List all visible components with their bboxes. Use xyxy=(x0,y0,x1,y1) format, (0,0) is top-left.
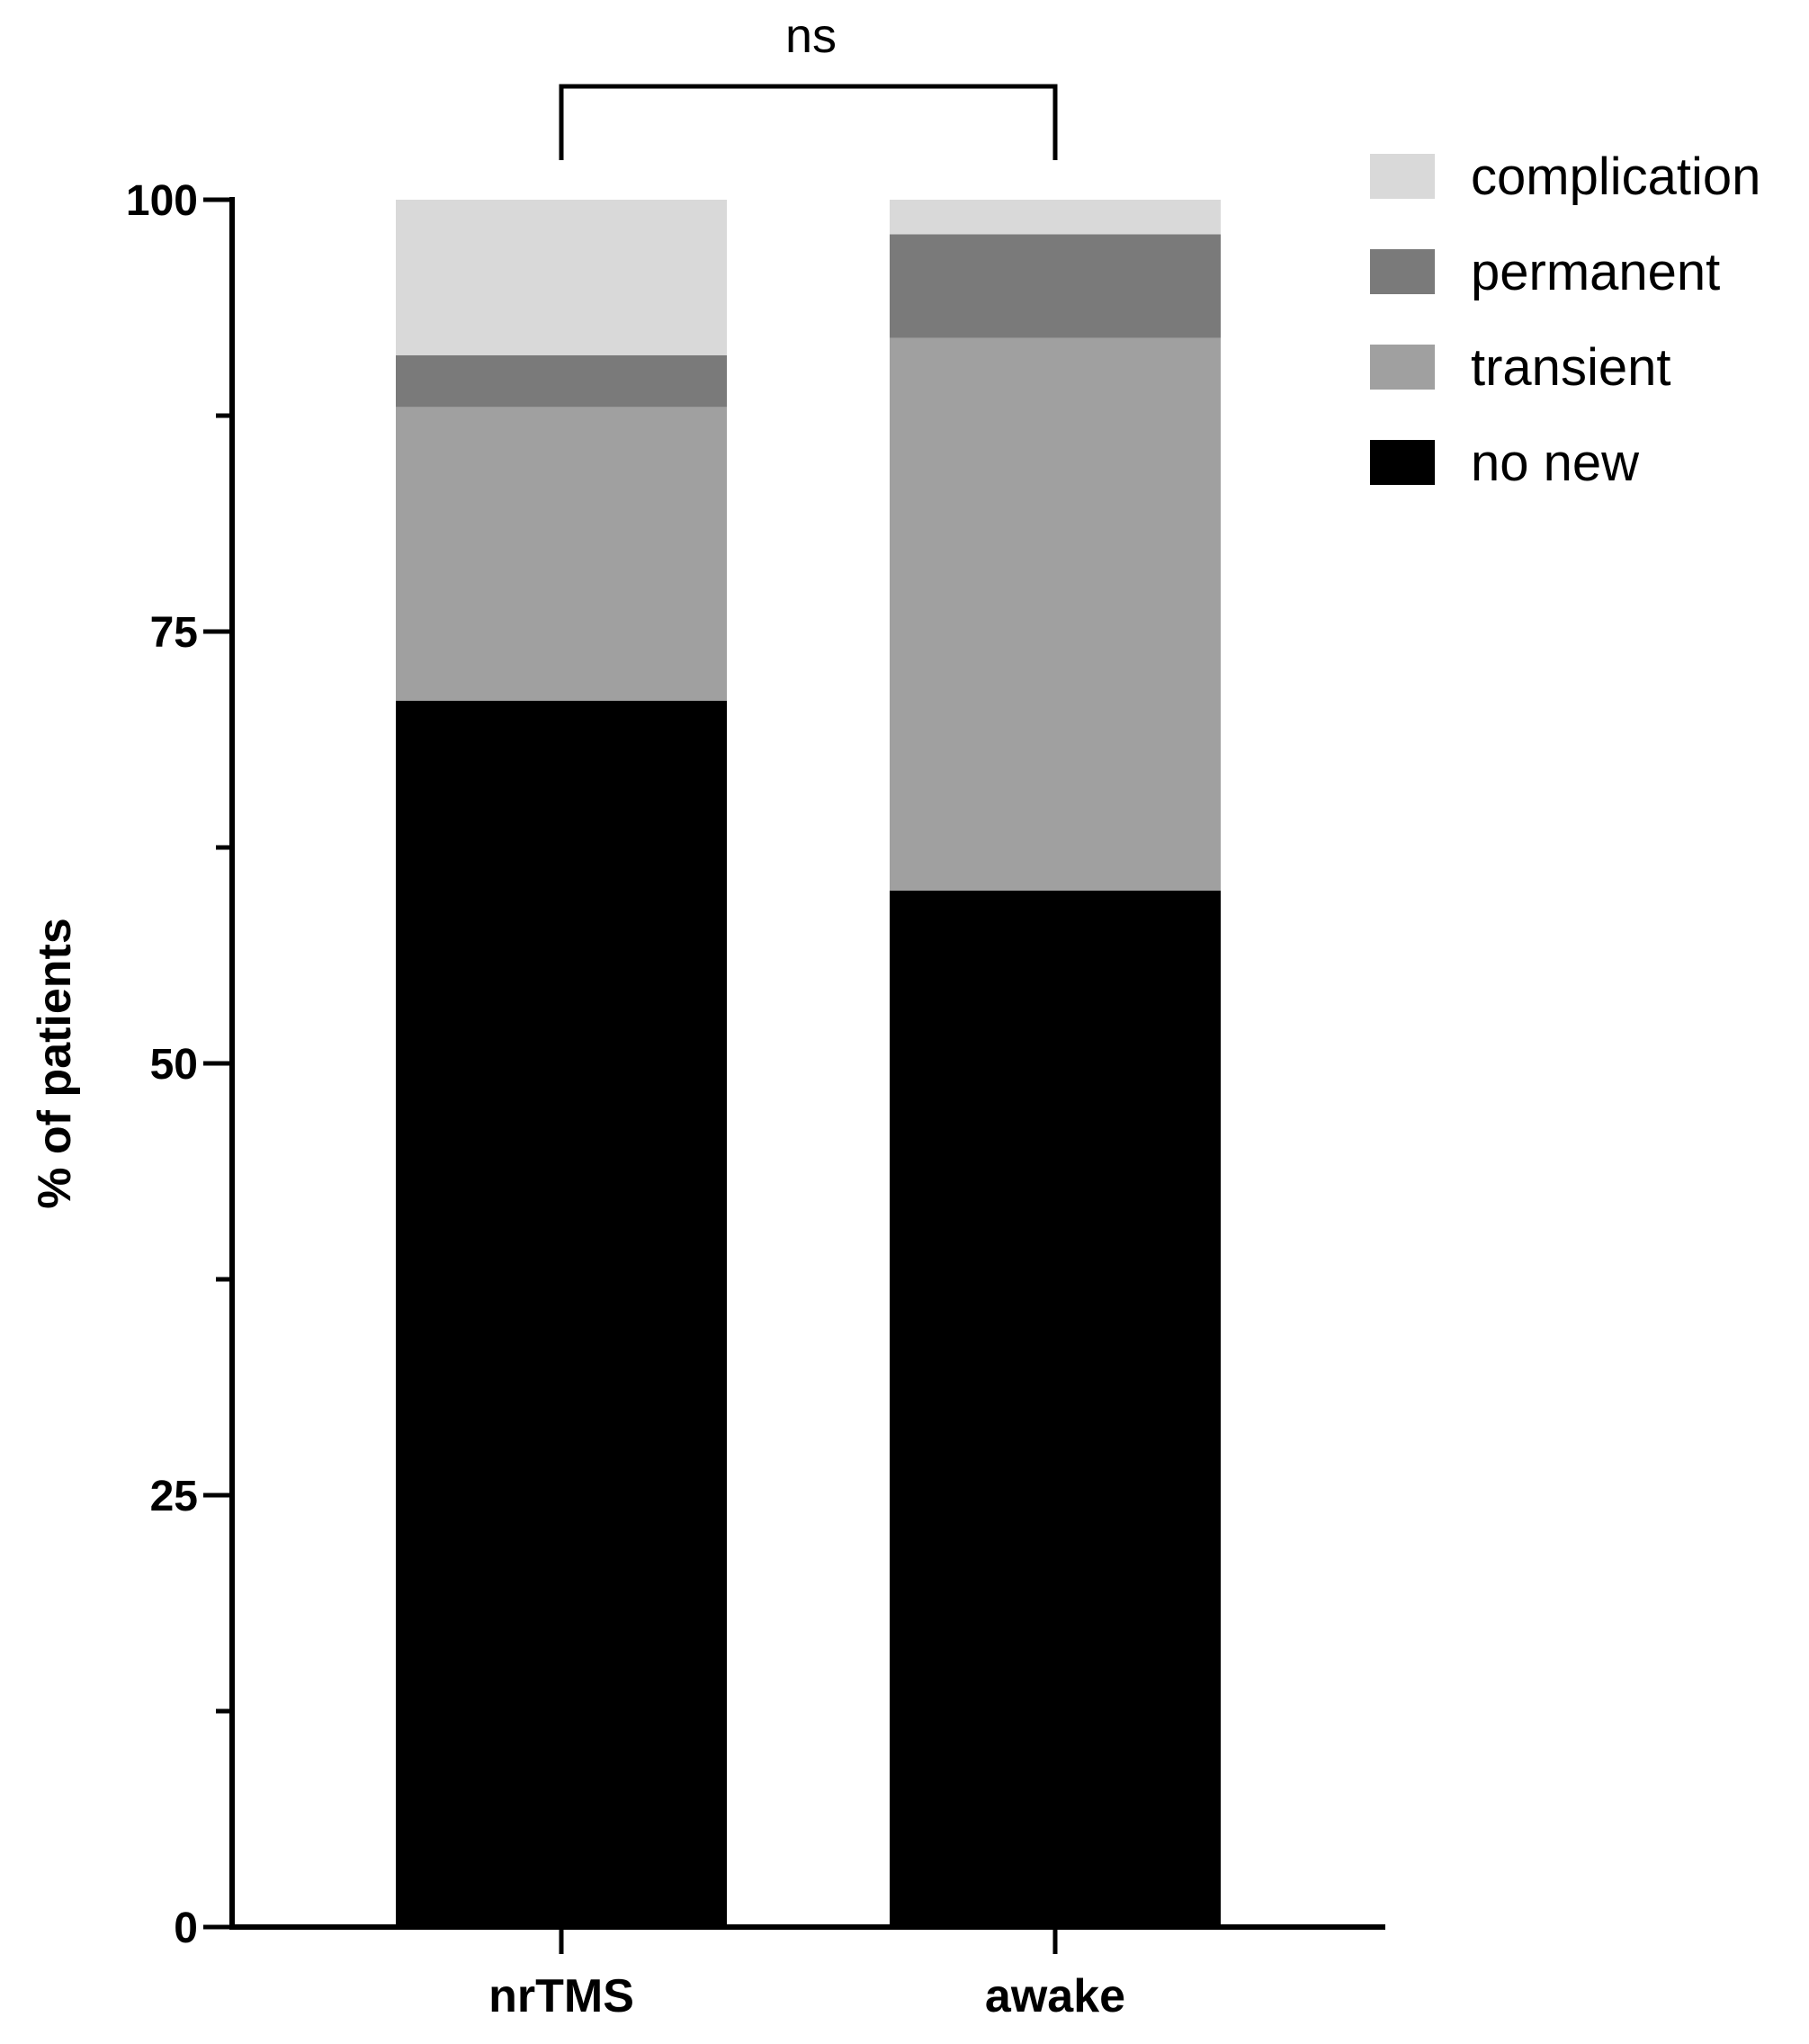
y-ticks-layer: 0 25 50 75 100 xyxy=(126,177,232,1952)
bar-segment-awake-transient xyxy=(890,337,1221,892)
y-tick-label-100: 100 xyxy=(126,177,198,225)
y-tick-label-75: 75 xyxy=(150,609,198,657)
legend-swatch-no-new xyxy=(1370,440,1435,485)
bar-segment-nrtms-no-new xyxy=(396,700,727,1927)
legend-label-transient: transient xyxy=(1471,338,1670,397)
legend-swatch-complication xyxy=(1370,154,1435,199)
bar-segment-awake-complication xyxy=(890,200,1221,235)
significance-label: ns xyxy=(785,9,837,63)
bar-segment-nrtms-complication xyxy=(396,200,727,355)
y-tick-label-25: 25 xyxy=(150,1473,198,1520)
y-tick-label-50: 50 xyxy=(150,1041,198,1089)
y-axis-title: % of patients xyxy=(29,918,81,1209)
legend: complication permanent transient no new xyxy=(1370,148,1760,492)
bar-segment-nrtms-transient xyxy=(396,407,727,701)
legend-label-permanent: permanent xyxy=(1471,243,1720,301)
significance-bracket xyxy=(559,84,1058,160)
legend-label-no-new: no new xyxy=(1471,434,1640,492)
x-tick-label-nrtms: nrTMS xyxy=(488,1970,634,2022)
legend-swatch-permanent xyxy=(1370,249,1435,294)
bar-segment-nrtms-permanent xyxy=(396,354,727,408)
significance-annotation: ns xyxy=(559,9,1058,160)
legend-swatch-transient xyxy=(1370,345,1435,390)
x-tick-label-awake: awake xyxy=(985,1970,1125,2022)
bars-layer xyxy=(396,200,1221,1927)
y-tick-label-0: 0 xyxy=(174,1905,198,1952)
legend-label-complication: complication xyxy=(1471,148,1760,206)
bar-segment-awake-permanent xyxy=(890,234,1221,338)
bar-segment-awake-no-new xyxy=(890,891,1221,1927)
x-categories-layer: nrTMS awake xyxy=(488,1927,1125,2022)
